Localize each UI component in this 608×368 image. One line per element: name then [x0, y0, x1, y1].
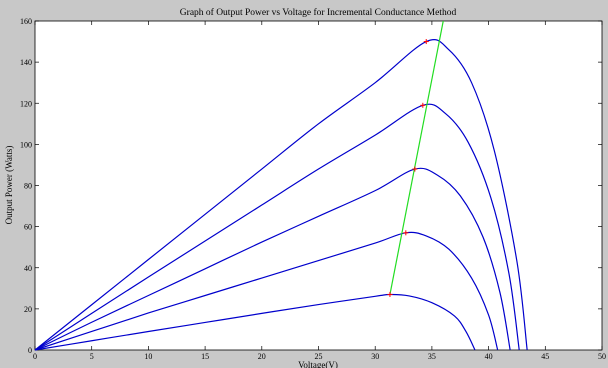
mpp-track	[389, 21, 444, 295]
mpp-marker	[403, 230, 409, 236]
x-tick-label: 25	[315, 352, 323, 361]
mpp-marker	[423, 39, 429, 45]
y-tick-label: 100	[20, 140, 32, 149]
mpp-track-line	[389, 21, 444, 295]
x-tick-label: 45	[541, 352, 549, 361]
y-tick-label: 0	[28, 346, 32, 355]
x-tick-label: 20	[258, 352, 266, 361]
x-tick-label: 40	[485, 352, 493, 361]
y-tick-label: 20	[24, 305, 32, 314]
plot-area	[34, 20, 603, 351]
power-curve-5	[34, 38, 528, 351]
x-tick-label: 35	[428, 352, 436, 361]
x-tick-label: 50	[598, 352, 606, 361]
x-tick-label: 5	[90, 352, 94, 361]
axis-ticks: 0 5 10 15 20 25 30 35 40 45 50 0 20 40 60 80 100 120 140 16…	[20, 17, 606, 361]
x-tick-label: 15	[201, 352, 209, 361]
power-curves	[34, 38, 528, 351]
x-tick-label: 0	[33, 352, 37, 361]
power-curve-3	[34, 167, 511, 351]
power-curve-4	[34, 103, 520, 351]
x-tick-label: 10	[144, 352, 152, 361]
mpp-marker	[420, 102, 426, 108]
y-tick-label: 160	[20, 17, 32, 26]
y-tick-label: 60	[24, 223, 32, 232]
y-tick-label: 80	[24, 182, 32, 191]
y-tick-label: 40	[24, 264, 32, 273]
mpp-marker	[387, 291, 393, 297]
power-curve-2	[34, 231, 499, 351]
chart-title: Graph of Output Power vs Voltage for Inc…	[180, 7, 457, 18]
y-tick-label: 140	[20, 58, 32, 67]
power-curve-1	[34, 293, 476, 351]
x-axis-label: Voltage(V)	[298, 360, 338, 368]
mpp-markers	[387, 39, 429, 297]
x-tick-label: 30	[371, 352, 379, 361]
y-tick-label: 120	[20, 99, 32, 108]
y-axis-label: Output Power (Watts)	[4, 146, 14, 225]
mpp-marker	[412, 166, 418, 172]
